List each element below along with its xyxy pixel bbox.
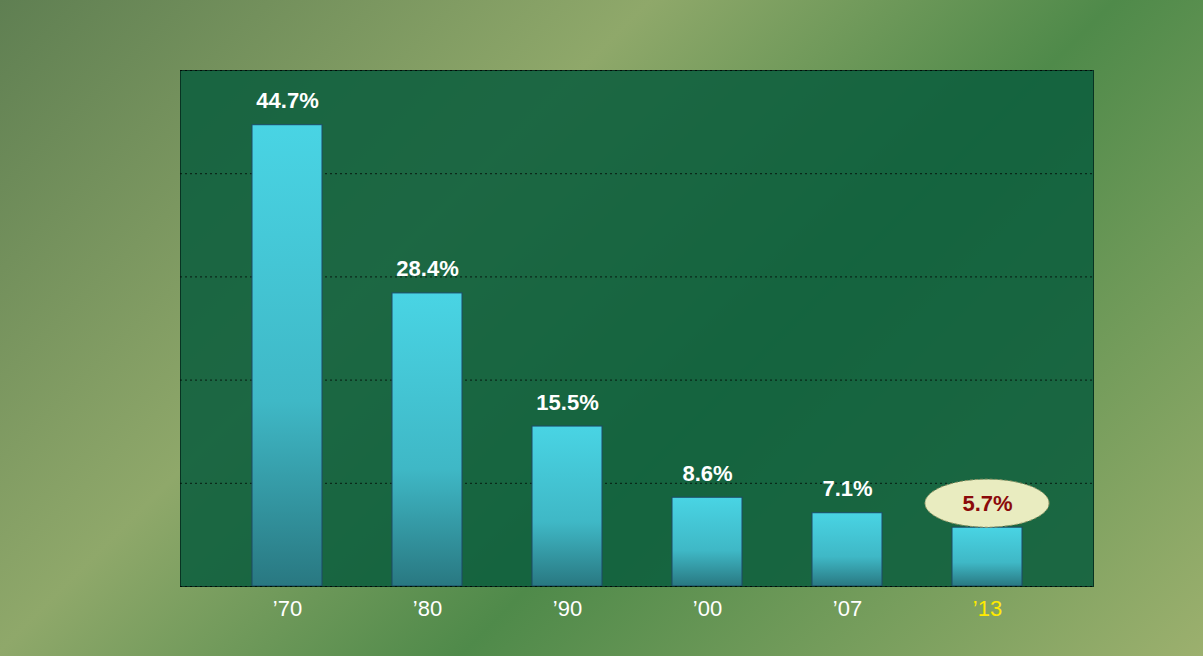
svg-text:15.5%: 15.5% <box>536 390 598 415</box>
svg-text:44.7%: 44.7% <box>256 88 318 113</box>
svg-text:’70: ’70 <box>273 596 302 621</box>
svg-text:’80: ’80 <box>413 596 442 621</box>
svg-text:’90: ’90 <box>553 596 582 621</box>
svg-text:7.1%: 7.1% <box>822 476 872 501</box>
svg-text:’13: ’13 <box>973 596 1002 621</box>
svg-text:8.6%: 8.6% <box>682 461 732 486</box>
svg-text:28.4%: 28.4% <box>396 256 458 281</box>
svg-text:’07: ’07 <box>833 596 862 621</box>
svg-text:5.7%: 5.7% <box>962 491 1012 516</box>
svg-text:’00: ’00 <box>693 596 722 621</box>
